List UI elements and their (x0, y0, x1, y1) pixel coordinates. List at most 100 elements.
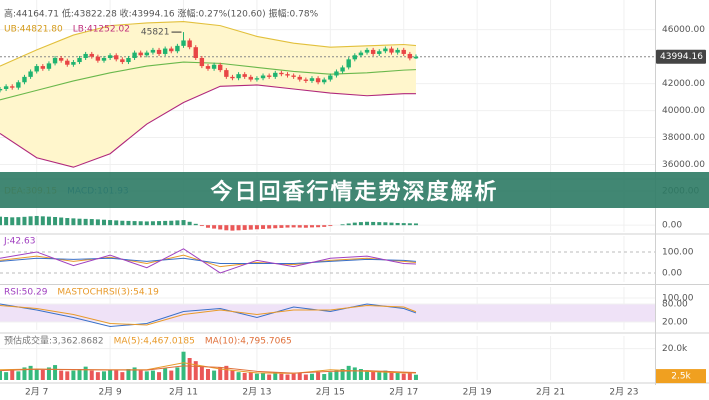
indicator-line (0, 248, 416, 274)
bar (187, 221, 192, 226)
candle-body (193, 47, 198, 58)
band-line (0, 21, 417, 67)
bar (377, 372, 382, 380)
bar (297, 372, 302, 380)
bar (365, 370, 370, 380)
candle-body (3, 86, 9, 89)
candle-body (254, 78, 260, 80)
candle-body (211, 64, 217, 69)
legend-entry: MA(10):4,795.7065 (205, 337, 292, 347)
bar (279, 373, 284, 380)
candle-body (370, 49, 376, 54)
band-line (0, 84, 416, 168)
bar (187, 358, 192, 380)
bar (101, 219, 106, 226)
banner: 今日回香行情走势深度解析 (0, 172, 709, 208)
bar (65, 371, 70, 380)
bar (181, 220, 186, 226)
bar (77, 369, 82, 380)
bar (395, 222, 400, 226)
candle-body (46, 63, 52, 69)
y-tick-label: 42000.00 (662, 79, 705, 89)
candle-body (242, 74, 247, 77)
current-tag (656, 369, 706, 384)
candle-body (395, 49, 400, 53)
candle-body (0, 89, 3, 91)
y-tick-label: 36000.00 (662, 160, 705, 170)
bar (138, 370, 143, 380)
bar (53, 365, 58, 380)
candle-body (107, 55, 113, 58)
bar (169, 220, 174, 226)
bar (230, 225, 235, 231)
bar (89, 219, 94, 226)
bar (46, 367, 51, 380)
candle-body (285, 74, 290, 76)
y-tick-label: 80.00 (662, 300, 688, 310)
candle-body (407, 53, 413, 59)
bar (53, 216, 58, 226)
candle-body (144, 52, 150, 56)
candle-body (315, 78, 321, 83)
indicator-line (0, 254, 417, 268)
bar (254, 225, 259, 230)
bar (199, 225, 204, 227)
candle-body (40, 66, 46, 69)
bar (248, 225, 253, 230)
candle-body (291, 75, 296, 77)
current-label: 2.5k (671, 372, 691, 382)
legend-entry: LB:41252.02 (73, 25, 130, 35)
bar (4, 372, 9, 380)
bar (22, 216, 27, 226)
bar (285, 225, 290, 228)
bar (126, 369, 131, 380)
bar (273, 372, 278, 380)
bar (34, 215, 39, 226)
bar (120, 220, 125, 226)
indicator-line (0, 304, 417, 326)
candle-body (358, 52, 364, 56)
legend-entry: J:42.63 (3, 237, 35, 247)
x-tick-label: 2月 7 (25, 387, 48, 398)
x-tick-label: 2月 15 (316, 387, 345, 398)
bar (126, 220, 131, 226)
bar (358, 369, 363, 380)
bar (10, 217, 15, 226)
candle-body (230, 76, 235, 79)
y-tick-label: 100.00 (662, 294, 694, 304)
candle-body (34, 66, 39, 72)
bar (16, 371, 21, 380)
bar (169, 370, 174, 380)
y-tick-label: 46000.00 (662, 25, 705, 35)
bar (28, 216, 33, 226)
candle-body (297, 76, 302, 80)
candle-body (334, 71, 339, 76)
bar (407, 223, 412, 226)
bar (230, 370, 235, 380)
bar (40, 216, 45, 226)
bar (303, 374, 308, 380)
bar (71, 370, 76, 380)
bar (352, 367, 357, 380)
bar (291, 225, 296, 228)
candle-body (22, 76, 27, 83)
candle-body (389, 48, 394, 53)
bar (95, 372, 100, 380)
candle-body (248, 76, 254, 80)
candle-body (236, 74, 241, 79)
candle-body (175, 45, 180, 52)
candle-body (266, 75, 272, 77)
bar (95, 219, 100, 226)
candle-body (126, 57, 131, 63)
bar (309, 373, 314, 380)
bar (138, 221, 143, 226)
bar (328, 372, 333, 380)
candle-body (150, 49, 156, 53)
bar (83, 218, 88, 226)
y-tick-label: 100.00 (662, 247, 694, 257)
bar (413, 374, 418, 380)
bar (401, 223, 406, 226)
bar (163, 368, 168, 380)
legend-entry: MASTOCHRSI(3):54.19 (57, 288, 159, 298)
